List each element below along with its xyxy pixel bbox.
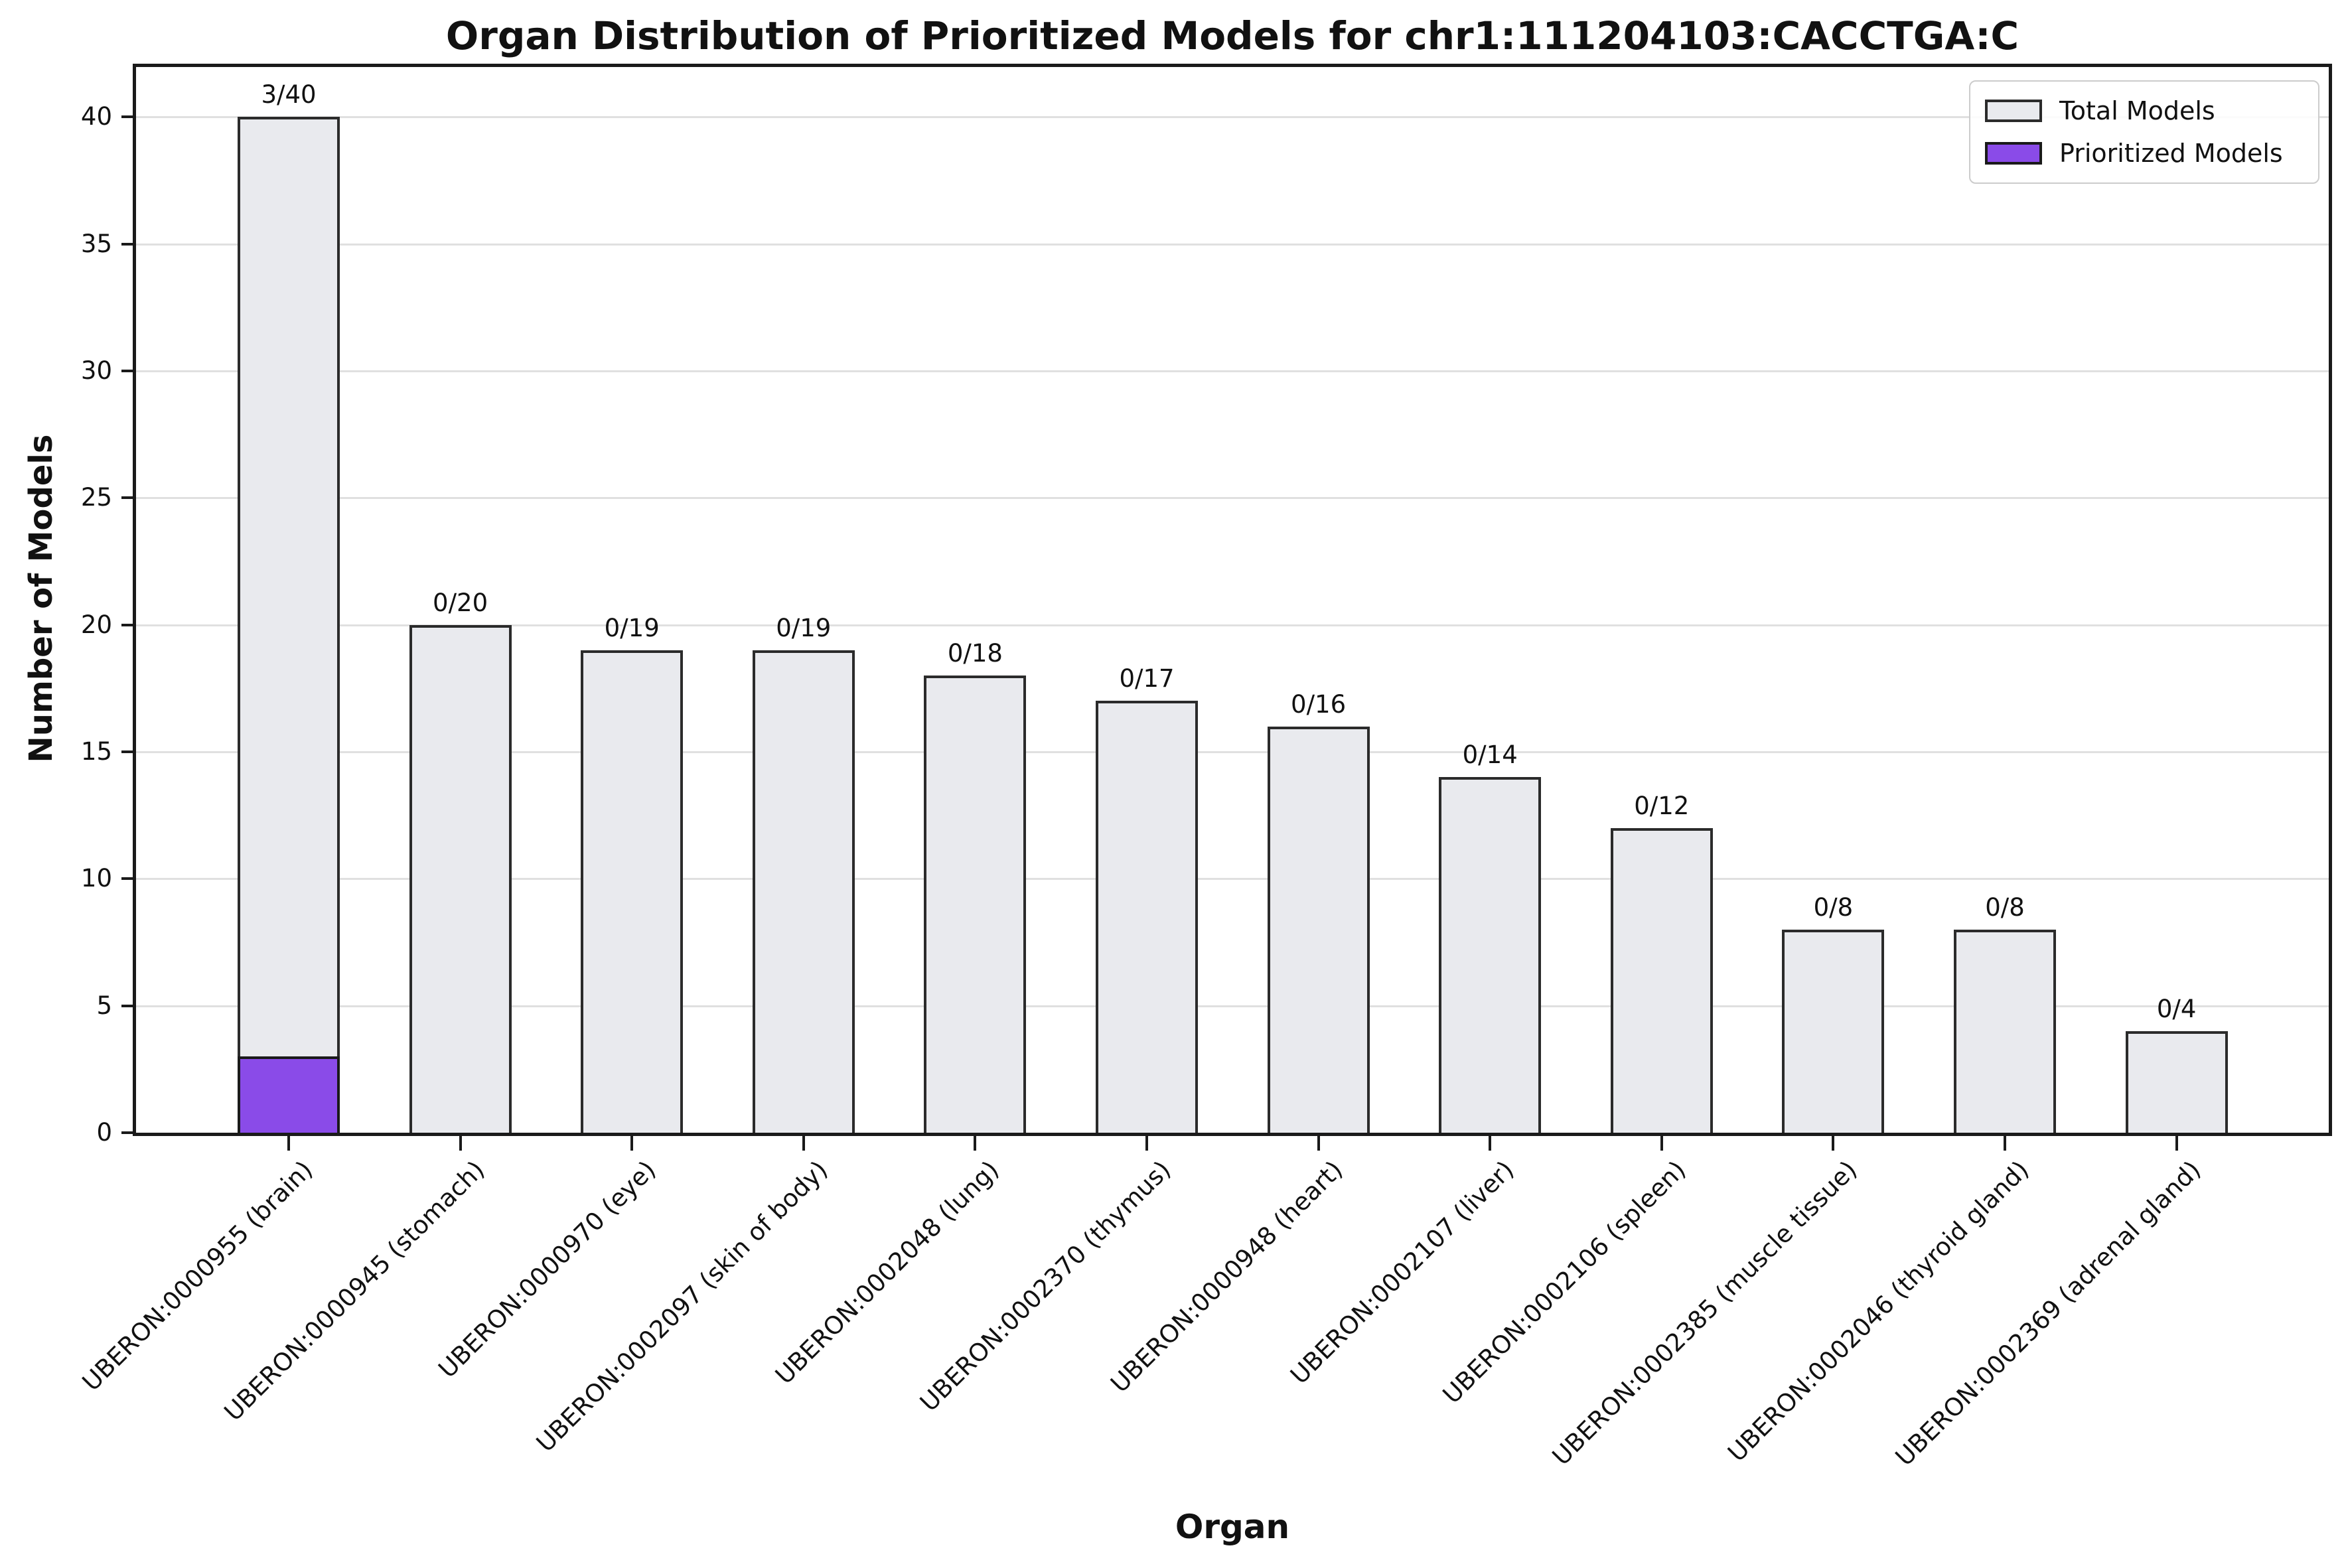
- right-axis-spine: [2329, 64, 2332, 1136]
- y-tick-label: 5: [96, 991, 112, 1020]
- bar-value-label: 0/19: [776, 613, 832, 642]
- y-tick-label: 25: [80, 483, 112, 512]
- gridline-y15: [136, 750, 2329, 753]
- y-tick-label: 0: [96, 1118, 112, 1147]
- total-models-bar: [1610, 827, 1713, 1135]
- total-models-bar: [1267, 726, 1370, 1135]
- y-tick-mark: [121, 369, 136, 372]
- bar-value-label: 3/40: [261, 80, 317, 109]
- total-models-bar: [2125, 1031, 2228, 1135]
- y-tick-label: 10: [80, 864, 112, 893]
- bar-value-label: 0/4: [2156, 994, 2197, 1023]
- x-tick-mark: [287, 1136, 290, 1151]
- y-tick-mark: [121, 750, 136, 753]
- y-tick-mark: [121, 496, 136, 500]
- bar-value-label: 0/16: [1291, 689, 1347, 719]
- legend: Total Models Prioritized Models: [1969, 80, 2319, 184]
- total-models-bar: [1096, 701, 1198, 1135]
- y-tick-label: 15: [80, 737, 112, 766]
- total-models-bar: [581, 650, 684, 1135]
- bar-value-label: 0/8: [1813, 892, 1854, 922]
- y-tick-mark: [121, 877, 136, 881]
- bar-value-label: 0/20: [433, 588, 488, 617]
- gridline-y30: [136, 370, 2329, 372]
- x-tick-mark: [802, 1136, 805, 1151]
- gridline-y25: [136, 497, 2329, 500]
- legend-label-prioritized-models: Prioritized Models: [2059, 139, 2283, 168]
- legend-entry-prioritized-models: Prioritized Models: [1985, 139, 2304, 168]
- gridline-y40: [136, 116, 2329, 119]
- gridline-y20: [136, 624, 2329, 626]
- bar-value-label: 0/12: [1634, 791, 1690, 820]
- x-tick-mark: [2175, 1136, 2178, 1151]
- gridline-y35: [136, 243, 2329, 246]
- y-tick-mark: [121, 1004, 136, 1007]
- y-tick-label: 30: [80, 356, 112, 385]
- total-models-swatch: [1985, 100, 2042, 122]
- x-tick-mark: [2004, 1136, 2006, 1151]
- x-tick-mark: [1317, 1136, 1320, 1151]
- total-models-bar: [924, 676, 1027, 1135]
- y-tick-label: 40: [80, 102, 112, 131]
- total-models-bar: [1954, 929, 2056, 1135]
- y-tick-mark: [121, 623, 136, 626]
- y-tick-label: 20: [80, 610, 112, 639]
- x-tick-mark: [1832, 1136, 1835, 1151]
- prioritized-models-bar: [238, 1056, 340, 1135]
- total-models-bar: [409, 624, 512, 1135]
- y-tick-label: 35: [80, 229, 112, 258]
- total-models-bar: [1439, 777, 1542, 1135]
- total-models-bar: [1782, 929, 1885, 1135]
- bar-value-label: 0/18: [947, 639, 1003, 668]
- gridline-y5: [136, 1005, 2329, 1007]
- legend-label-total-models: Total Models: [2059, 96, 2215, 125]
- top-axis-spine: [133, 64, 2332, 67]
- y-tick-mark: [121, 115, 136, 119]
- y-tick-mark: [121, 1131, 136, 1134]
- bar-value-label: 0/8: [1985, 892, 2025, 922]
- gridline-y10: [136, 878, 2329, 881]
- bar-value-label: 0/17: [1119, 664, 1175, 693]
- legend-entry-total-models: Total Models: [1985, 96, 2304, 125]
- total-models-bar: [752, 650, 855, 1135]
- x-tick-mark: [974, 1136, 977, 1151]
- x-tick-mark: [459, 1136, 462, 1151]
- x-tick-mark: [1489, 1136, 1492, 1151]
- x-tick-mark: [1660, 1136, 1663, 1151]
- y-tick-mark: [121, 242, 136, 246]
- prioritized-models-swatch: [1985, 142, 2042, 165]
- total-models-bar: [238, 117, 340, 1135]
- chart-title: Organ Distribution of Prioritized Models…: [445, 13, 2019, 58]
- x-tick-mark: [630, 1136, 634, 1151]
- bar-value-label: 0/14: [1462, 741, 1518, 770]
- x-axis-title: Organ: [1175, 1508, 1290, 1546]
- left-axis-spine: [133, 64, 136, 1136]
- bar-value-label: 0/19: [604, 613, 660, 642]
- x-tick-mark: [1145, 1136, 1148, 1151]
- bottom-axis-spine: [133, 1133, 2332, 1136]
